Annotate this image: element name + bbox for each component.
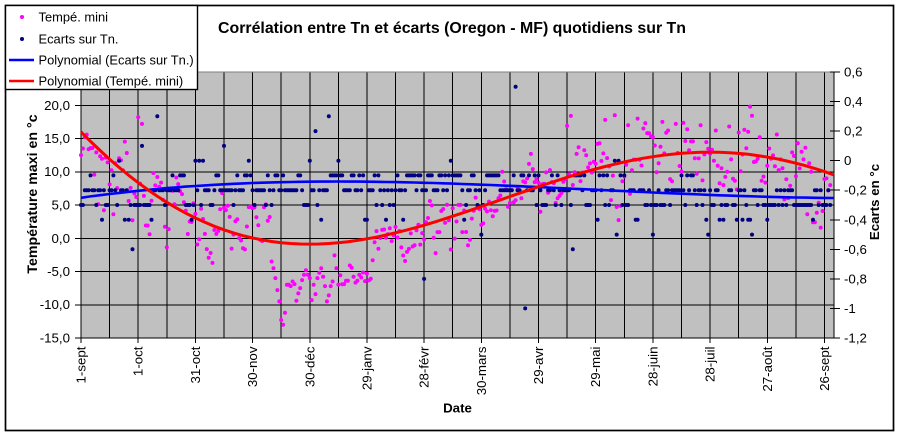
svg-text:-10,0: -10,0	[40, 297, 70, 312]
svg-text:30-déc: 30-déc	[302, 346, 317, 387]
svg-text:-1,2: -1,2	[844, 331, 867, 346]
svg-text:0,6: 0,6	[844, 65, 863, 80]
svg-text:-0,6: -0,6	[844, 242, 867, 257]
svg-text:Corrélation entre Tn et écarts: Corrélation entre Tn et écarts (Oregon -…	[218, 20, 686, 37]
svg-text:Date: Date	[443, 401, 472, 416]
svg-text:5,0: 5,0	[52, 198, 71, 213]
svg-text:-0,8: -0,8	[844, 271, 867, 286]
svg-text:30-nov: 30-nov	[245, 346, 260, 387]
svg-text:29-janv: 29-janv	[359, 346, 374, 390]
svg-text:-0,4: -0,4	[844, 212, 867, 227]
svg-text:0,0: 0,0	[52, 231, 71, 246]
svg-text:30-mars: 30-mars	[474, 346, 489, 395]
svg-text:-15,0: -15,0	[40, 331, 70, 346]
svg-text:Polynomial (Ecarts sur Tn.): Polynomial (Ecarts sur Tn.)	[39, 53, 194, 68]
svg-text:Température maxi en °c: Température maxi en °c	[25, 114, 41, 273]
svg-text:-5,0: -5,0	[47, 264, 70, 279]
svg-text:-1: -1	[844, 301, 856, 316]
svg-text:0,2: 0,2	[844, 124, 863, 139]
svg-text:0: 0	[844, 153, 851, 168]
svg-text:26-sept: 26-sept	[817, 346, 832, 391]
svg-text:0,4: 0,4	[844, 94, 863, 109]
svg-text:1-sept: 1-sept	[74, 346, 89, 383]
svg-text:15,0: 15,0	[44, 131, 70, 146]
svg-text:Ecarts sur Tn.: Ecarts sur Tn.	[39, 32, 119, 47]
svg-text:Tempé. mini: Tempé. mini	[39, 10, 109, 25]
svg-text:28-févr: 28-févr	[417, 346, 432, 388]
svg-text:28-juin: 28-juin	[645, 347, 660, 387]
svg-text:Polynomial (Tempé. mini): Polynomial (Tempé. mini)	[39, 74, 184, 89]
svg-text:29-avr: 29-avr	[531, 346, 546, 384]
svg-text:1-oct: 1-oct	[131, 346, 146, 376]
svg-text:29-mai: 29-mai	[588, 346, 603, 387]
svg-text:Ecarts en °c: Ecarts en °c	[867, 164, 882, 240]
svg-text:10,0: 10,0	[44, 164, 70, 179]
svg-text:20,0: 20,0	[44, 98, 70, 113]
svg-text:-0,2: -0,2	[844, 183, 867, 198]
svg-text:31-oct: 31-oct	[188, 346, 203, 383]
svg-text:27-août: 27-août	[760, 346, 775, 391]
svg-text:28-juil: 28-juil	[703, 346, 718, 382]
